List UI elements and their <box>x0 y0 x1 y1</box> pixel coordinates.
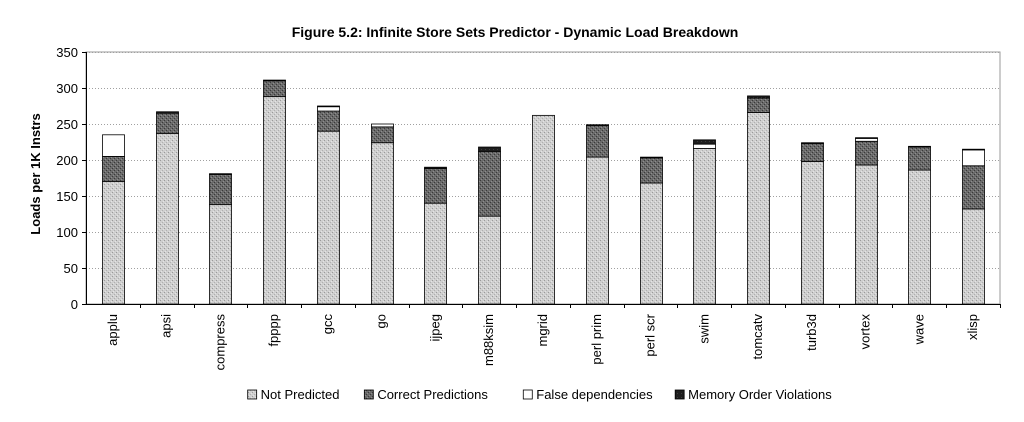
category-labels: applu apsi compress fpppp gcc go ijpeg m88ksim m… <box>105 313 980 370</box>
y-tick-label: 50 <box>64 261 78 276</box>
legend-swatch <box>522 389 533 400</box>
category-label: mgrid <box>535 314 550 347</box>
bar-segment <box>371 123 394 128</box>
bar-segment <box>801 142 824 144</box>
bar-segment <box>747 112 770 305</box>
bar-segment <box>801 161 824 305</box>
bar-segment <box>801 143 824 162</box>
category-label: xlisp <box>965 314 980 340</box>
legend-swatch <box>363 389 374 400</box>
legend-label: Not Predicted <box>261 387 340 402</box>
axes: 0 50 100 150 200 250 300 350 <box>56 45 1001 312</box>
bar-segment <box>156 132 179 305</box>
bar-segment <box>478 150 501 217</box>
bar-segment <box>102 155 125 182</box>
bar-segment <box>855 140 878 166</box>
bar-segment <box>371 126 394 144</box>
bar-segment <box>263 79 286 82</box>
bar-segment <box>209 173 232 206</box>
bar-segment <box>102 181 125 305</box>
y-tick-label: 350 <box>56 45 78 60</box>
bar-segment <box>424 202 447 305</box>
bar-segment <box>962 149 985 167</box>
legend-label: Correct Predictions <box>377 387 488 402</box>
bar-segment <box>908 145 931 148</box>
bar-segment <box>855 137 878 139</box>
category-label: m88ksim <box>481 314 496 366</box>
bar-segment <box>209 173 232 175</box>
bar-segment <box>317 105 340 108</box>
bar-segment <box>478 215 501 305</box>
bar-segment <box>371 142 394 305</box>
bar-segment <box>424 168 447 204</box>
bar-segment <box>640 157 663 184</box>
category-label: ijpeg <box>427 314 442 341</box>
category-label: applu <box>105 314 120 346</box>
bar-segment <box>586 125 609 158</box>
category-label: wave <box>911 314 926 345</box>
category-label: perl scr <box>643 313 658 356</box>
bar-segment <box>532 114 555 305</box>
bar-segment <box>693 143 716 149</box>
bar-segment <box>962 165 985 210</box>
bars <box>102 79 985 305</box>
legend-swatch <box>674 389 685 400</box>
legend-swatch <box>247 389 258 400</box>
bar-segment <box>640 182 663 305</box>
bar-segment <box>156 111 179 114</box>
legend-label: False dependencies <box>536 387 653 402</box>
category-label: perl prim <box>589 314 604 365</box>
bar-segment <box>855 137 878 142</box>
category-label: turb3d <box>804 314 819 351</box>
bar-segment <box>747 95 770 99</box>
category-label: fpppp <box>266 314 281 347</box>
category-label: apsi <box>159 314 174 338</box>
bar-segment <box>586 124 609 126</box>
bar-segment <box>962 208 985 305</box>
bar-segment <box>317 106 340 112</box>
y-tick-label: 250 <box>56 117 78 132</box>
bar-segment <box>209 204 232 305</box>
category-label: swim <box>696 314 711 344</box>
y-axis-label: Loads per 1K Instrs <box>28 113 43 234</box>
bar-segment <box>102 134 125 157</box>
bar-segment <box>478 146 501 152</box>
bar-segment <box>317 130 340 305</box>
category-label: tomcatv <box>750 314 765 360</box>
y-tick-label: 100 <box>56 225 78 240</box>
bar-segment <box>908 169 931 305</box>
chart-title: Figure 5.2: Infinite Store Sets Predicto… <box>292 24 739 40</box>
bar-segment <box>908 146 931 171</box>
bar-segment <box>424 166 447 170</box>
category-label: compress <box>212 314 227 371</box>
bar-segment <box>586 156 609 305</box>
y-tick-label: 0 <box>71 297 78 312</box>
bar-segment <box>263 80 286 98</box>
bar-segment <box>855 164 878 305</box>
legend-label: Memory Order Violations <box>688 387 832 402</box>
y-tick-label: 300 <box>56 81 78 96</box>
bar-segment <box>156 112 179 134</box>
bar-segment <box>962 148 985 151</box>
bar-segment <box>263 96 286 305</box>
bar-segment <box>747 97 770 113</box>
category-label: gcc <box>320 314 335 335</box>
y-tick-label: 150 <box>56 189 78 204</box>
y-tick-label: 200 <box>56 153 78 168</box>
category-label: go <box>374 314 389 328</box>
bar-segment <box>693 139 716 145</box>
bar-segment <box>693 148 716 305</box>
bar-segment <box>640 156 663 159</box>
category-label: vortex <box>858 314 873 350</box>
legend: Not Predicted Correct Predictions False de… <box>247 387 832 402</box>
bar-segment <box>317 110 340 132</box>
